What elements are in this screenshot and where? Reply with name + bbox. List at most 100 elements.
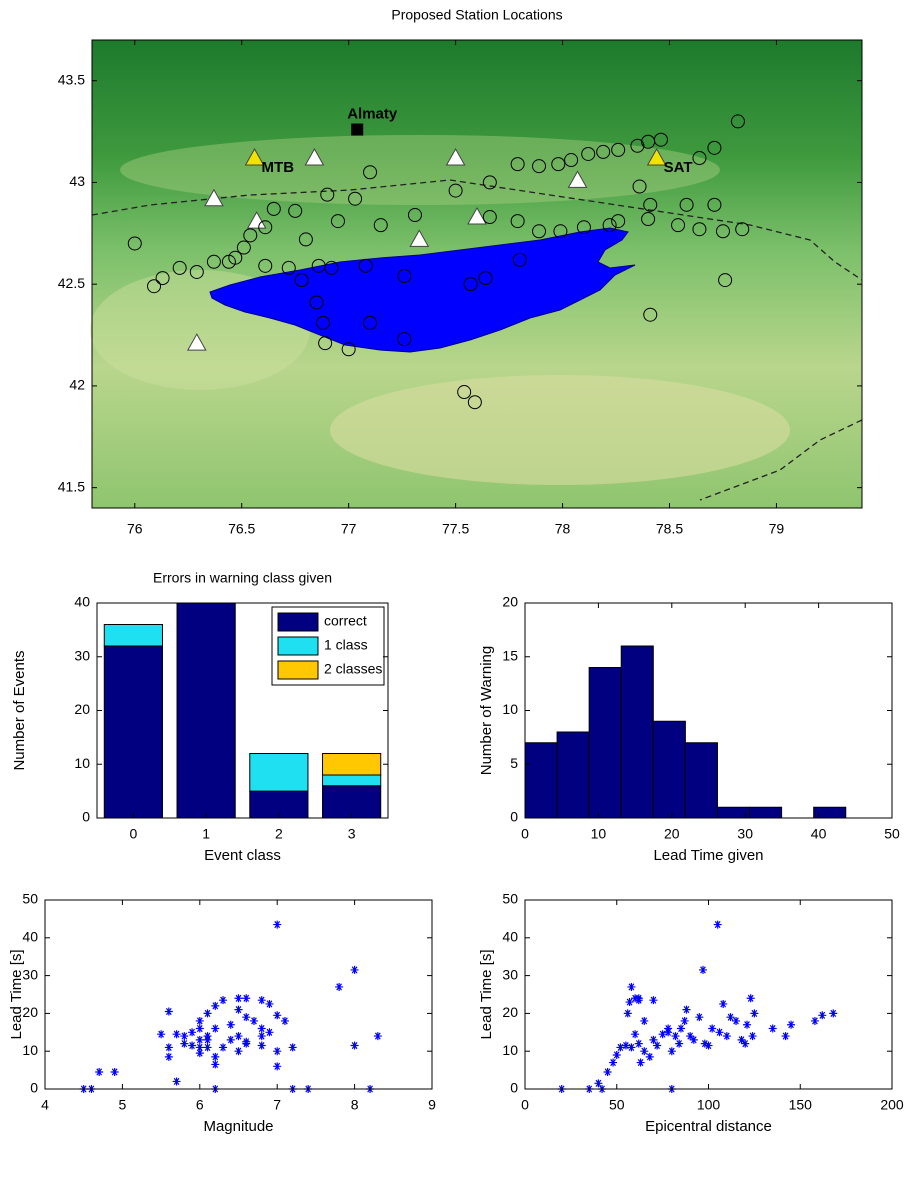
scatter-point (640, 1017, 648, 1025)
scatter-point (196, 1036, 204, 1044)
scatter-point (631, 1030, 639, 1038)
y-tick-label: 20 (502, 1004, 518, 1020)
x-tick-label: 4 (41, 1097, 49, 1113)
y-tick-label: 0 (82, 809, 90, 825)
scatter-point (374, 1032, 382, 1040)
scatter-point (242, 994, 250, 1002)
y-axis-label: Number of Warning (478, 646, 495, 776)
scatter-point (749, 1032, 757, 1040)
legend-swatch (278, 637, 318, 655)
x-tick-label: 2 (275, 826, 283, 842)
terrain-patch (330, 375, 790, 485)
scatter-point (180, 1032, 188, 1040)
figure: Proposed Station LocationsMTBSATAlmaty41… (0, 0, 909, 1172)
y-tick-label: 0 (510, 809, 518, 825)
scatter-point (635, 994, 643, 1002)
x-tick-label: 1 (202, 826, 210, 842)
marker-label: Almaty (347, 105, 398, 122)
scatter-point (211, 1060, 219, 1068)
legend-label: correct (324, 613, 367, 629)
scatter-point (627, 983, 635, 991)
y-axis-label: Lead Time [s] (8, 949, 25, 1039)
bar-segment (323, 775, 381, 786)
scatter-point (609, 1059, 617, 1067)
x-tick-label: 77.5 (442, 521, 469, 537)
scatter-point (188, 1028, 196, 1036)
y-tick-label: 43 (69, 173, 85, 189)
legend-label: 1 class (324, 637, 368, 653)
scatter-point (782, 1032, 790, 1040)
x-axis-label: Lead Time given (653, 847, 763, 864)
x-tick-label: 76.5 (228, 521, 255, 537)
bar-segment (250, 754, 308, 792)
scatter-point (649, 996, 657, 1004)
legend-swatch (278, 613, 318, 631)
scatter-point (265, 1000, 273, 1008)
histogram-bar (653, 721, 685, 818)
histogram-bar (589, 668, 621, 819)
histogram-bar (685, 743, 717, 818)
scatter-point (624, 1009, 632, 1017)
scatter-point (705, 1042, 713, 1050)
city-marker (351, 124, 363, 136)
scatter-point (196, 1017, 204, 1025)
marker-label: MTB (262, 159, 295, 176)
x-tick-label: 20 (664, 826, 680, 842)
scatter-point (818, 1011, 826, 1019)
y-tick-label: 40 (502, 929, 518, 945)
x-tick-label: 77 (341, 521, 357, 537)
scatter-point (204, 1009, 212, 1017)
scatter-point (716, 1028, 724, 1036)
x-tick-label: 0 (521, 826, 529, 842)
scatter-point (682, 1006, 690, 1014)
scatter-point (211, 1053, 219, 1061)
scatter-point (351, 1042, 359, 1050)
scatter-point (227, 1021, 235, 1029)
scatter-point (829, 1009, 837, 1017)
x-tick-label: 79 (769, 521, 785, 537)
scatter-point (165, 1053, 173, 1061)
y-tick-label: 10 (502, 701, 518, 717)
x-tick-label: 9 (428, 1097, 436, 1113)
scatter-point (769, 1025, 777, 1033)
scatter-point (681, 1017, 689, 1025)
y-tick-label: 50 (502, 891, 518, 907)
scatter-point (695, 1013, 703, 1021)
y-tick-label: 20 (74, 701, 90, 717)
scatter-point (258, 996, 266, 1004)
y-tick-label: 40 (22, 929, 38, 945)
legend-swatch (278, 661, 318, 679)
scatter-point (675, 1040, 683, 1048)
y-tick-label: 30 (74, 647, 90, 663)
scatter-point (258, 1032, 266, 1040)
histogram-bar (525, 743, 557, 818)
x-tick-label: 3 (348, 826, 356, 842)
x-tick-label: 30 (737, 826, 753, 842)
scatter-point (258, 1042, 266, 1050)
terrain-patch (120, 135, 720, 205)
scatter-point (242, 1013, 250, 1021)
x-tick-label: 5 (119, 1097, 127, 1113)
scatter-point (723, 1032, 731, 1040)
y-axis-label: Number of Events (11, 650, 28, 770)
y-tick-label: 5 (510, 755, 518, 771)
scatter-point (289, 1043, 297, 1051)
scatter-point (664, 1025, 672, 1033)
scatter-point (157, 1030, 165, 1038)
scatter-point (235, 1032, 243, 1040)
scatter-point (690, 1036, 698, 1044)
x-tick-label: 6 (196, 1097, 204, 1113)
scatter-point (258, 1025, 266, 1033)
scatter-point (219, 996, 227, 1004)
bar-segment (323, 754, 381, 776)
x-tick-label: 8 (351, 1097, 359, 1113)
y-tick-label: 43.5 (58, 71, 85, 87)
scatter-point (747, 994, 755, 1002)
scatter-point (637, 1059, 645, 1067)
x-tick-label: 0 (129, 826, 137, 842)
x-axis-label: Event class (204, 847, 281, 864)
x-tick-label: 100 (697, 1097, 721, 1113)
scatter-point (273, 1047, 281, 1055)
plot-area (525, 900, 892, 1089)
x-tick-label: 50 (884, 826, 900, 842)
